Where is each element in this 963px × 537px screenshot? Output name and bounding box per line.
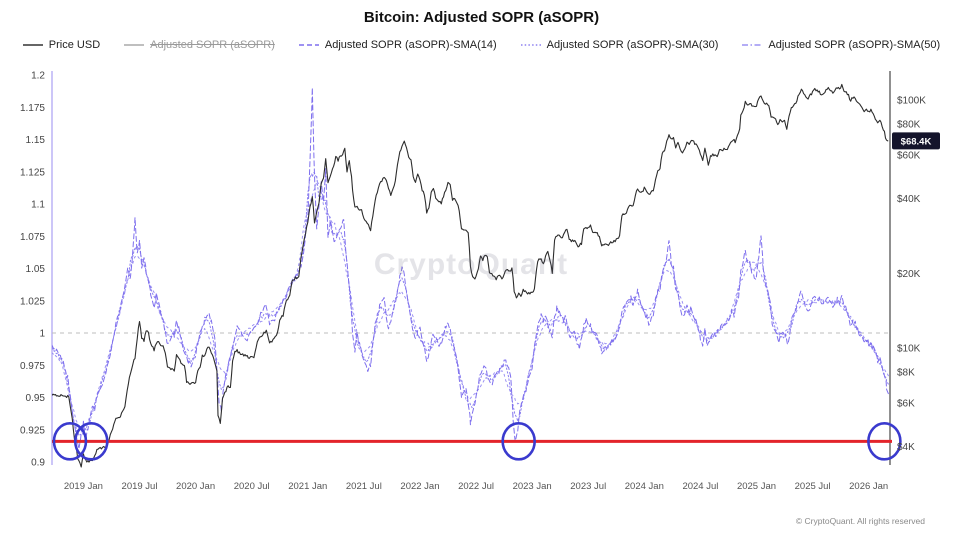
legend-item-price-usd[interactable]: Price USD bbox=[22, 39, 101, 51]
svg-text:$20K: $20K bbox=[897, 269, 921, 280]
copyright: © CryptoQuant. All rights reserved bbox=[795, 516, 925, 526]
svg-text:0.9: 0.9 bbox=[31, 458, 45, 469]
legend-item-adjusted-sopr-asopr-sma-14[interactable]: Adjusted SOPR (aSOPR)-SMA(14) bbox=[298, 39, 497, 51]
svg-text:2019 Jan: 2019 Jan bbox=[64, 481, 103, 492]
svg-text:2019 Jul: 2019 Jul bbox=[122, 481, 158, 492]
svg-text:0.95: 0.95 bbox=[26, 393, 46, 404]
svg-text:2021 Jul: 2021 Jul bbox=[346, 481, 382, 492]
svg-text:2025 Jul: 2025 Jul bbox=[795, 481, 831, 492]
svg-text:1: 1 bbox=[39, 329, 45, 340]
svg-text:2024 Jul: 2024 Jul bbox=[682, 481, 718, 492]
legend-line-icon bbox=[22, 44, 43, 46]
svg-text:$8K: $8K bbox=[897, 368, 915, 379]
svg-text:$4K: $4K bbox=[897, 442, 915, 453]
legend-label: Adjusted SOPR (aSOPR) bbox=[150, 39, 275, 51]
svg-text:$40K: $40K bbox=[897, 194, 921, 205]
svg-text:2024 Jan: 2024 Jan bbox=[625, 481, 664, 492]
svg-text:$80K: $80K bbox=[897, 120, 921, 131]
legend-label: Adjusted SOPR (aSOPR)-SMA(50) bbox=[768, 39, 941, 51]
svg-text:2022 Jan: 2022 Jan bbox=[400, 481, 439, 492]
legend-label: Adjusted SOPR (aSOPR)-SMA(14) bbox=[324, 39, 497, 51]
svg-text:2022 Jul: 2022 Jul bbox=[458, 481, 494, 492]
svg-text:1.025: 1.025 bbox=[20, 296, 45, 307]
legend-item-adjusted-sopr-asopr-sma-30[interactable]: Adjusted SOPR (aSOPR)-SMA(30) bbox=[520, 39, 719, 51]
svg-text:2020 Jan: 2020 Jan bbox=[176, 481, 215, 492]
svg-text:$68.4K: $68.4K bbox=[901, 136, 932, 147]
svg-text:0.925: 0.925 bbox=[20, 425, 45, 436]
legend-label: Price USD bbox=[48, 39, 101, 51]
svg-text:1.05: 1.05 bbox=[26, 264, 46, 275]
legend-label: Adjusted SOPR (aSOPR)-SMA(30) bbox=[546, 39, 719, 51]
legend-item-adjusted-sopr-asopr-sma-50[interactable]: Adjusted SOPR (aSOPR)-SMA(50) bbox=[742, 39, 940, 51]
legend-line-icon bbox=[742, 44, 763, 46]
svg-text:2025 Jan: 2025 Jan bbox=[737, 481, 776, 492]
legend-item-adjusted-sopr-asopr[interactable]: Adjusted SOPR (aSOPR) bbox=[124, 39, 275, 51]
svg-text:2020 Jul: 2020 Jul bbox=[234, 481, 270, 492]
chart-title: Bitcoin: Adjusted SOPR (aSOPR) bbox=[363, 9, 600, 26]
svg-text:1.15: 1.15 bbox=[26, 135, 46, 146]
svg-text:1.175: 1.175 bbox=[20, 103, 45, 114]
svg-text:0.975: 0.975 bbox=[20, 361, 45, 372]
svg-text:2023 Jul: 2023 Jul bbox=[570, 481, 606, 492]
svg-text:1.125: 1.125 bbox=[20, 167, 45, 178]
svg-text:$100K: $100K bbox=[897, 96, 926, 107]
svg-text:2023 Jan: 2023 Jan bbox=[513, 481, 552, 492]
legend: Price USD Adjusted SOPR (aSOPR) Adjusted S… bbox=[0, 39, 963, 51]
legend-line-icon bbox=[298, 44, 319, 46]
svg-text:1.1: 1.1 bbox=[31, 200, 45, 211]
legend-line-icon bbox=[124, 44, 145, 46]
svg-text:2026 Jan: 2026 Jan bbox=[849, 481, 888, 492]
svg-text:$10K: $10K bbox=[897, 344, 921, 355]
svg-text:$60K: $60K bbox=[897, 151, 921, 162]
svg-text:1.2: 1.2 bbox=[31, 71, 45, 82]
svg-text:2021 Jan: 2021 Jan bbox=[288, 481, 327, 492]
svg-text:$6K: $6K bbox=[897, 399, 915, 410]
svg-text:1.075: 1.075 bbox=[20, 232, 45, 243]
